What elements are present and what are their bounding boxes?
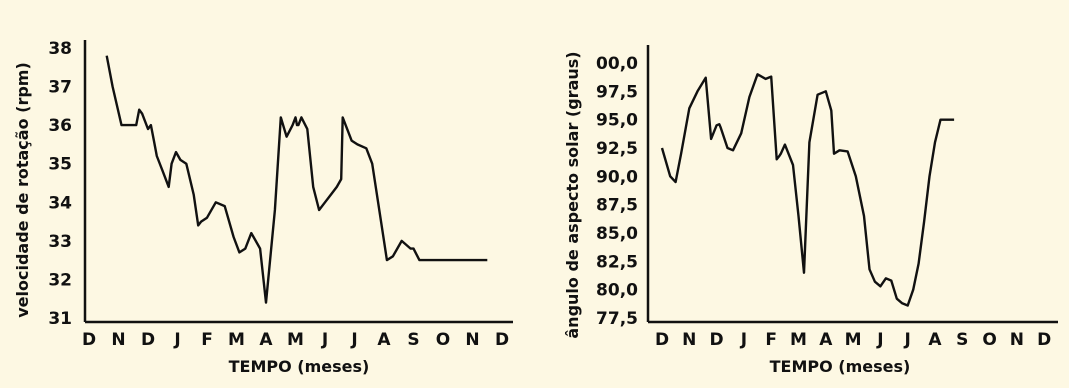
- x-tick-label: M: [228, 330, 245, 350]
- x-tick-label: D: [1037, 330, 1051, 350]
- x-tick-label: J: [321, 330, 328, 350]
- y-axis-label-right: ângulo de aspecto solar (graus): [563, 51, 582, 338]
- y-tick-label: 82,5: [596, 252, 638, 272]
- x-tick-label: J: [173, 330, 180, 350]
- y-axis-label-left: velocidade de rotação (rpm): [13, 62, 32, 318]
- y-tick-label: 33: [48, 232, 72, 252]
- y-tick-label: 97,5: [596, 82, 638, 102]
- y-tick-label: 37: [48, 78, 72, 98]
- x-tick-label: A: [928, 330, 942, 350]
- x-tick-label: A: [259, 330, 273, 350]
- x-tick-label: D: [141, 330, 155, 350]
- y-tick-label: 38: [48, 39, 72, 59]
- x-tick-label: N: [465, 330, 479, 350]
- x-tick-label: D: [655, 330, 669, 350]
- x-tick-label: O: [982, 330, 996, 350]
- x-tick-label: S: [407, 330, 419, 350]
- x-tick-label: F: [201, 330, 213, 350]
- x-tick-label: A: [819, 330, 833, 350]
- x-tick-label: J: [740, 330, 747, 350]
- y-ticks-right: 00,0 97,5 95,0 92,5 90,0 87,5 85,0 82,5 80,0 77,5: [596, 54, 638, 329]
- x-tick-label: J: [876, 330, 883, 350]
- x-tick-label: M: [287, 330, 304, 350]
- x-tick-label: S: [956, 330, 968, 350]
- y-tick-label: 85,0: [596, 224, 638, 244]
- x-tick-label: N: [682, 330, 696, 350]
- y-tick-label: 35: [48, 155, 72, 175]
- y-ticks-left: 38 37 36 35 34 33 32 31: [48, 39, 72, 329]
- y-tick-label: 80,0: [596, 281, 638, 301]
- y-tick-label: 90,0: [596, 167, 638, 187]
- y-tick-label: 34: [48, 193, 72, 213]
- x-tick-label: O: [436, 330, 450, 350]
- chart-right: 00,0 97,5 95,0 92,5 90,0 87,5 85,0 82,5 80,0 77,5…: [563, 45, 1058, 376]
- y-tick-label: 36: [48, 116, 72, 136]
- x-axis-label-right: TEMPO (meses): [770, 357, 911, 376]
- x-tick-label: D: [495, 330, 509, 350]
- x-tick-label: D: [82, 330, 96, 350]
- y-tick-label: 00,0: [596, 54, 638, 74]
- y-tick-label: 31: [48, 309, 72, 329]
- y-tick-label: 92,5: [596, 139, 638, 159]
- y-tick-label: 32: [48, 270, 72, 290]
- x-tick-label: J: [350, 330, 357, 350]
- x-tick-label: J: [904, 330, 911, 350]
- x-tick-label: M: [790, 330, 807, 350]
- x-tick-label: F: [765, 330, 777, 350]
- x-tick-label: D: [710, 330, 724, 350]
- y-tick-label: 95,0: [596, 111, 638, 131]
- x-tick-label: M: [845, 330, 862, 350]
- x-tick-label: N: [111, 330, 125, 350]
- x-tick-label: N: [1010, 330, 1024, 350]
- x-axis-label-left: TEMPO (meses): [229, 357, 370, 376]
- y-tick-label: 77,5: [596, 309, 638, 329]
- x-tick-label: A: [377, 330, 391, 350]
- series-line-right: [660, 73, 955, 307]
- y-tick-label: 87,5: [596, 196, 638, 216]
- series-line-left: [105, 55, 488, 304]
